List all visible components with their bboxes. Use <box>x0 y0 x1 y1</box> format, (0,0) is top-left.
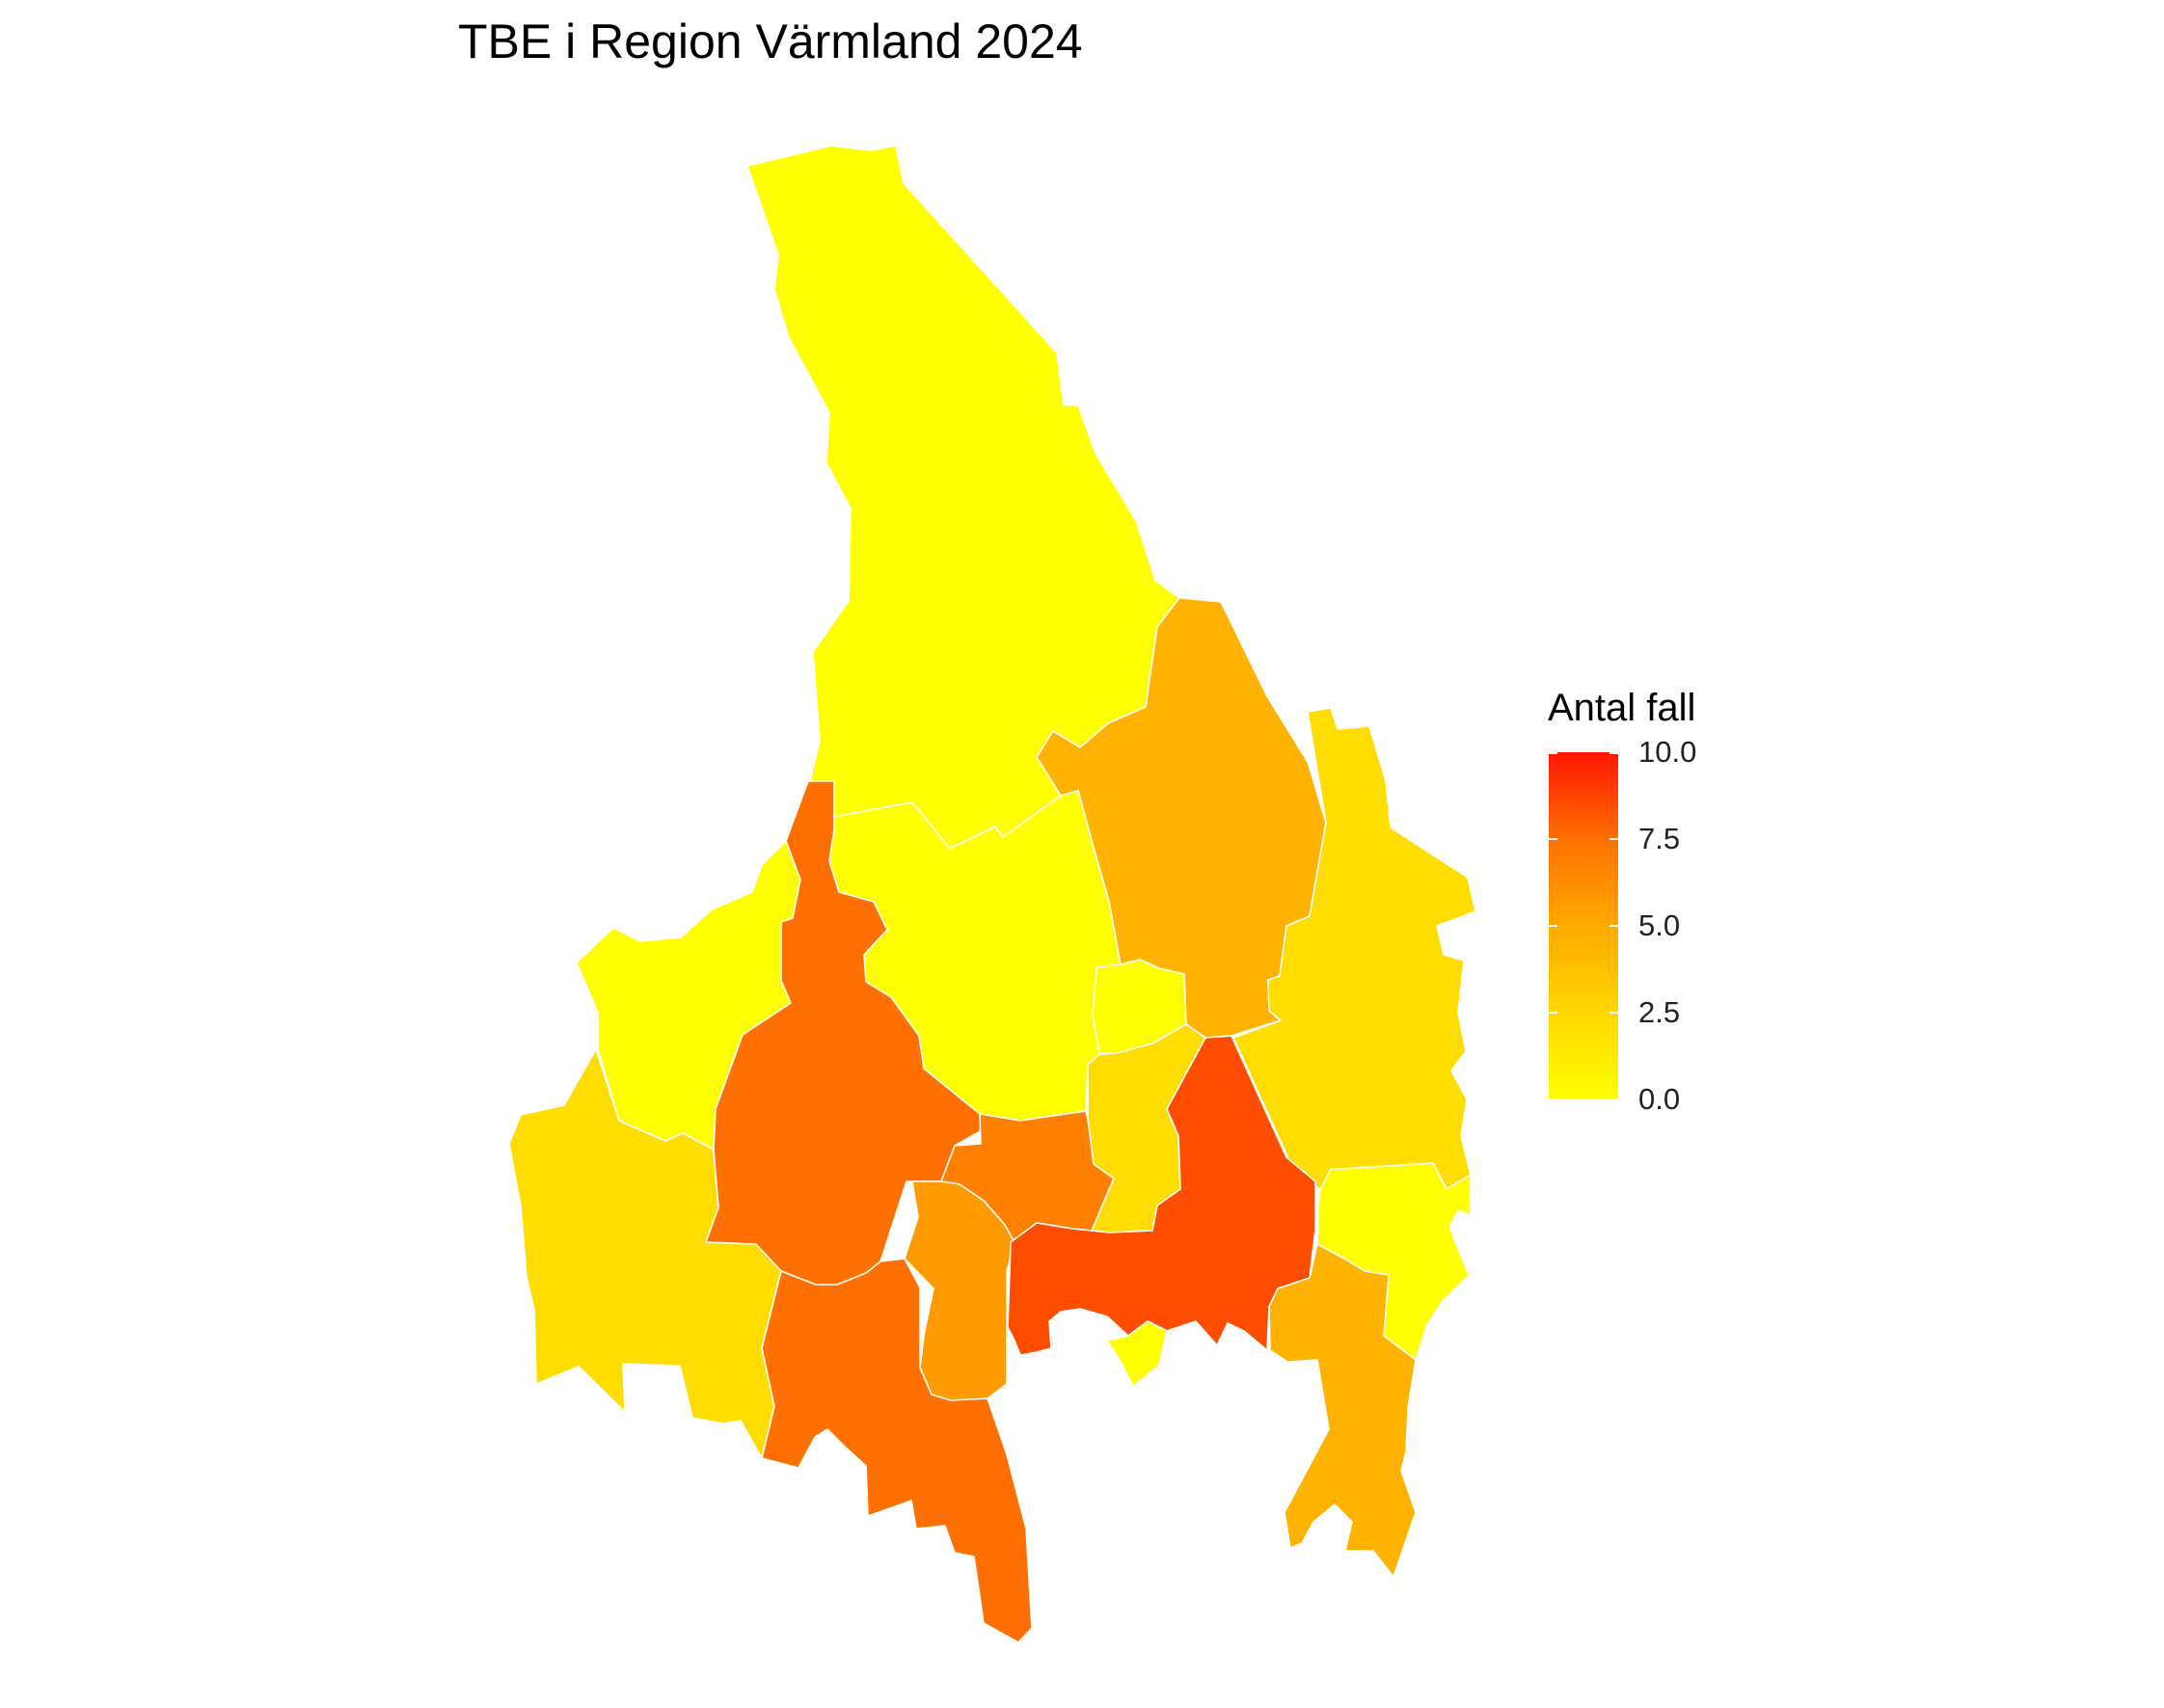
legend-tick-label: 10.0 <box>1638 735 1697 769</box>
region-southeast[interactable] <box>1268 1243 1417 1578</box>
legend-title: Antal fall <box>1548 687 1696 729</box>
legend-tick-label: 7.5 <box>1638 822 1681 855</box>
legend-tick-mark <box>1549 1012 1557 1014</box>
region-south-west[interactable] <box>761 1258 1033 1643</box>
legend-tick-mark <box>1609 838 1618 840</box>
legend-tick-mark <box>1609 752 1618 754</box>
legend-tick-mark <box>1609 925 1618 927</box>
legend-tick-mark <box>1549 1098 1557 1100</box>
legend-tick-mark <box>1609 1098 1618 1100</box>
legend-tick-mark <box>1549 925 1557 927</box>
legend: Antal fall 0.0 2.5 5.0 7.5 10.0 <box>1548 687 1799 1116</box>
legend-tick-label: 5.0 <box>1638 908 1681 942</box>
map-title: TBE i Region Värmland 2024 <box>458 14 1083 68</box>
region-south-small[interactable] <box>1106 1320 1168 1388</box>
legend-tick-mark <box>1549 752 1557 754</box>
legend-tick-label: 2.5 <box>1638 995 1681 1029</box>
legend-tick-label: 0.0 <box>1638 1082 1681 1116</box>
legend-tick-mark <box>1549 838 1557 840</box>
region-east[interactable] <box>1232 707 1476 1195</box>
legend-colorbar <box>1549 752 1618 1100</box>
legend-tick-mark <box>1609 1012 1618 1014</box>
